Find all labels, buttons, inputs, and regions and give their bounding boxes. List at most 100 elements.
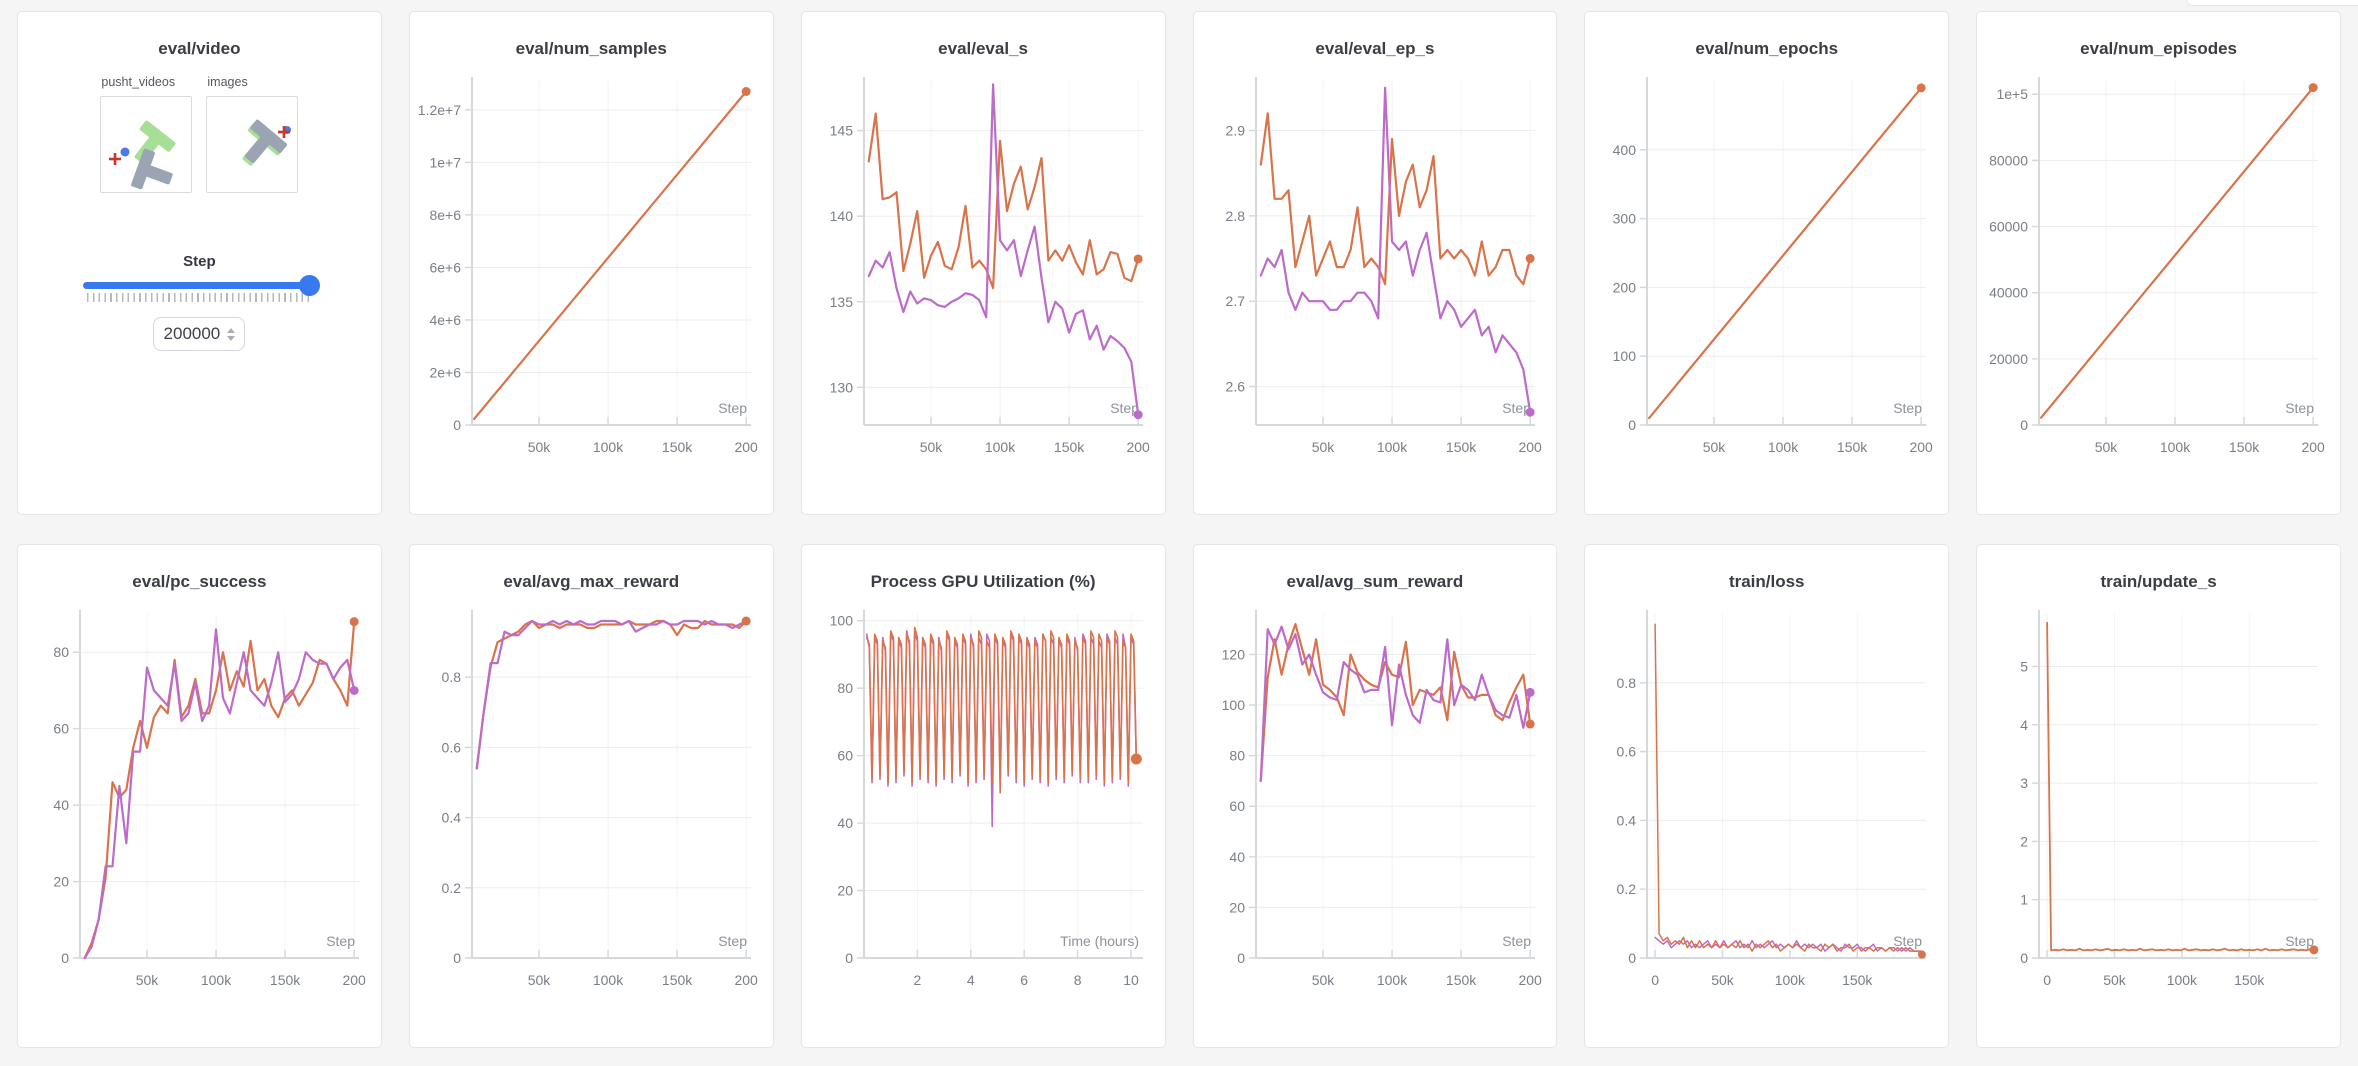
series-endpoint-dot-purple [349, 685, 359, 695]
video-thumbnail-images[interactable] [206, 96, 299, 193]
y-tick-label: 0 [1237, 950, 1245, 966]
y-tick-label: 40 [837, 815, 853, 831]
x-axis-label: Step [1894, 400, 1923, 416]
x-tick-label: 50k [1703, 439, 1727, 455]
y-tick-label: 0.2 [1617, 881, 1637, 897]
chart-canvas[interactable]: 0 20000 40000 60000 80000 1e+5 50k 100k 150k 200 S… [1977, 67, 2340, 491]
chart-canvas[interactable]: 0 20 40 60 80 100 120 50k 100k 150k 200 Step [1194, 600, 1557, 1024]
x-tick-label: 100k [1376, 439, 1407, 455]
series-line-purple [475, 619, 748, 770]
y-tick-label: 5 [2020, 658, 2028, 674]
chart-canvas[interactable]: 0 0.2 0.4 0.6 0.8 50k 100k 150k 200 Step [410, 600, 773, 1024]
step-slider[interactable] [83, 275, 321, 302]
stepper-buttons [227, 327, 236, 341]
x-tick-label: 200 [734, 439, 758, 455]
x-tick-label: 50k [528, 439, 552, 455]
y-tick-label: 0.8 [1617, 675, 1637, 691]
series-endpoint-dot-orange [1525, 254, 1535, 264]
x-tick-label: 50k [2095, 439, 2119, 455]
y-tick-label: 1e+7 [429, 154, 461, 170]
x-tick-label: 150k [662, 439, 693, 455]
panel-eval-pc-success: eval/pc_success 0 20 40 60 80 50k 100k 150k 200 S… [17, 544, 382, 1048]
slider-handle[interactable] [299, 275, 321, 296]
x-tick-label: 100k [593, 972, 624, 988]
y-tick-label: 6e+6 [429, 259, 461, 275]
x-tick-label: 50k [136, 972, 160, 988]
x-tick-label: 200 [734, 972, 758, 988]
x-tick-label: 8 [1073, 972, 1081, 988]
x-tick-label: 0 [2043, 972, 2051, 988]
series-line-orange [1654, 623, 1924, 956]
x-tick-label: 150k [1054, 439, 1085, 455]
panel-eval-num-episodes: eval/num_episodes 0 20000 40000 60000 80000 1… [1976, 11, 2341, 515]
series-endpoint-dot-orange [1130, 753, 1142, 765]
x-axis-label: Step [718, 933, 747, 949]
step-value-input[interactable]: 200000 [153, 317, 246, 351]
x-tick-label: 150k [2229, 439, 2260, 455]
chart-canvas[interactable]: 0 20 40 60 80 100 2 4 6 8 10 Time (hours) [802, 600, 1165, 1024]
x-tick-label: 50k [528, 972, 552, 988]
y-tick-label: 0.8 [441, 669, 461, 685]
panel-eval-video: eval/video pusht_videos [17, 11, 382, 515]
x-tick-label: 100k [985, 439, 1016, 455]
x-tick-label: 150k [662, 972, 693, 988]
chart-svg: 0 20000 40000 60000 80000 1e+5 50k 100k 150k 200 S… [1989, 77, 2325, 455]
panel-eval-eval-ep-s: eval/eval_ep_s 2.6 2.7 2.8 2.9 50k 100k 150k 20… [1192, 11, 1558, 515]
chart-canvas[interactable]: 0 1 2 3 4 5 0 50k 100k 150k Step [1977, 600, 2340, 1024]
y-tick-label: 0 [453, 950, 461, 966]
chart-canvas[interactable]: 130 135 140 145 50k 100k 150k 200 Step [802, 67, 1165, 491]
chart-svg: 0 20 40 60 80 100 2 4 6 8 10 Time (hours) [829, 610, 1143, 988]
chart-svg: 0 2e+6 4e+6 6e+6 8e+6 1e+7 1.2e+7 50k 100k 150k 20… [418, 77, 758, 455]
stepper-up-icon[interactable] [227, 327, 236, 333]
images-scene-graphic [243, 119, 292, 166]
y-tick-label: 100 [1613, 348, 1637, 364]
step-slider-label: Step [183, 253, 216, 270]
y-tick-label: 3 [2020, 775, 2028, 791]
x-axis-label: Step [2285, 933, 2314, 949]
y-tick-label: 2e+6 [429, 364, 461, 380]
x-tick-label: 150k [2234, 972, 2265, 988]
series-line-orange [1259, 623, 1531, 782]
video-thumbnail-pusht-videos[interactable] [100, 96, 193, 193]
series-line-orange [1259, 112, 1531, 286]
slider-tick-marks [87, 293, 312, 302]
slider-track[interactable] [83, 275, 321, 296]
y-tick-label: 60 [53, 721, 69, 737]
x-tick-label: 100k [2160, 439, 2191, 455]
x-tick-label: 6 [1020, 972, 1028, 988]
panel-eval-num-samples: eval/num_samples 0 2e+6 4e+6 6e+6 8e+6 1e+7 1.… [408, 11, 774, 515]
x-tick-label: 200 [342, 972, 366, 988]
chart-canvas[interactable]: 2.6 2.7 2.8 2.9 50k 100k 150k 200 Step [1194, 67, 1557, 491]
chart-canvas[interactable]: 0 20 40 60 80 50k 100k 150k 200 Step [18, 600, 381, 1024]
y-tick-label: 2.7 [1225, 293, 1245, 309]
x-tick-label: 2 [913, 972, 921, 988]
y-tick-label: 0 [61, 950, 69, 966]
x-axis-label: Step [1502, 400, 1531, 416]
y-tick-label: 1.2e+7 [418, 102, 461, 118]
x-tick-label: 150k [1842, 972, 1873, 988]
chart-canvas[interactable]: 0 2e+6 4e+6 6e+6 8e+6 1e+7 1.2e+7 50k 100k 150k 20… [410, 67, 773, 491]
x-tick-label: 100k [2167, 972, 2198, 988]
y-tick-label: 135 [829, 294, 853, 310]
y-tick-label: 100 [1221, 697, 1245, 713]
y-tick-label: 0 [1629, 417, 1637, 433]
series-line-orange [475, 619, 748, 770]
y-tick-label: 40 [53, 797, 69, 813]
y-tick-label: 100 [829, 613, 853, 629]
panel-eval-avg-sum-reward: eval/avg_sum_reward 0 20 40 60 80 100 120 50k 10… [1192, 544, 1558, 1048]
pusht-scene-graphic [109, 120, 176, 190]
x-axis-label: Step [326, 933, 355, 949]
y-tick-label: 60 [1229, 798, 1245, 814]
y-tick-label: 80 [837, 680, 853, 696]
x-tick-label: 150k [1445, 439, 1476, 455]
series-line-orange [1648, 86, 1923, 420]
series-line-purple [1259, 625, 1531, 782]
stepper-down-icon[interactable] [227, 335, 236, 341]
media-row: pusht_videos [18, 75, 381, 193]
x-tick-label: 200 [1910, 439, 1934, 455]
chart-canvas[interactable]: 0 0.2 0.4 0.6 0.8 0 50k 100k 150k Step [1585, 600, 1948, 1024]
y-tick-label: 120 [1221, 646, 1245, 662]
chart-canvas[interactable]: 0 100 200 300 400 50k 100k 150k 200 Step [1585, 67, 1948, 491]
panel-eval-avg-max-reward: eval/avg_max_reward 0 0.2 0.4 0.6 0.8 50k 100k… [408, 544, 774, 1048]
